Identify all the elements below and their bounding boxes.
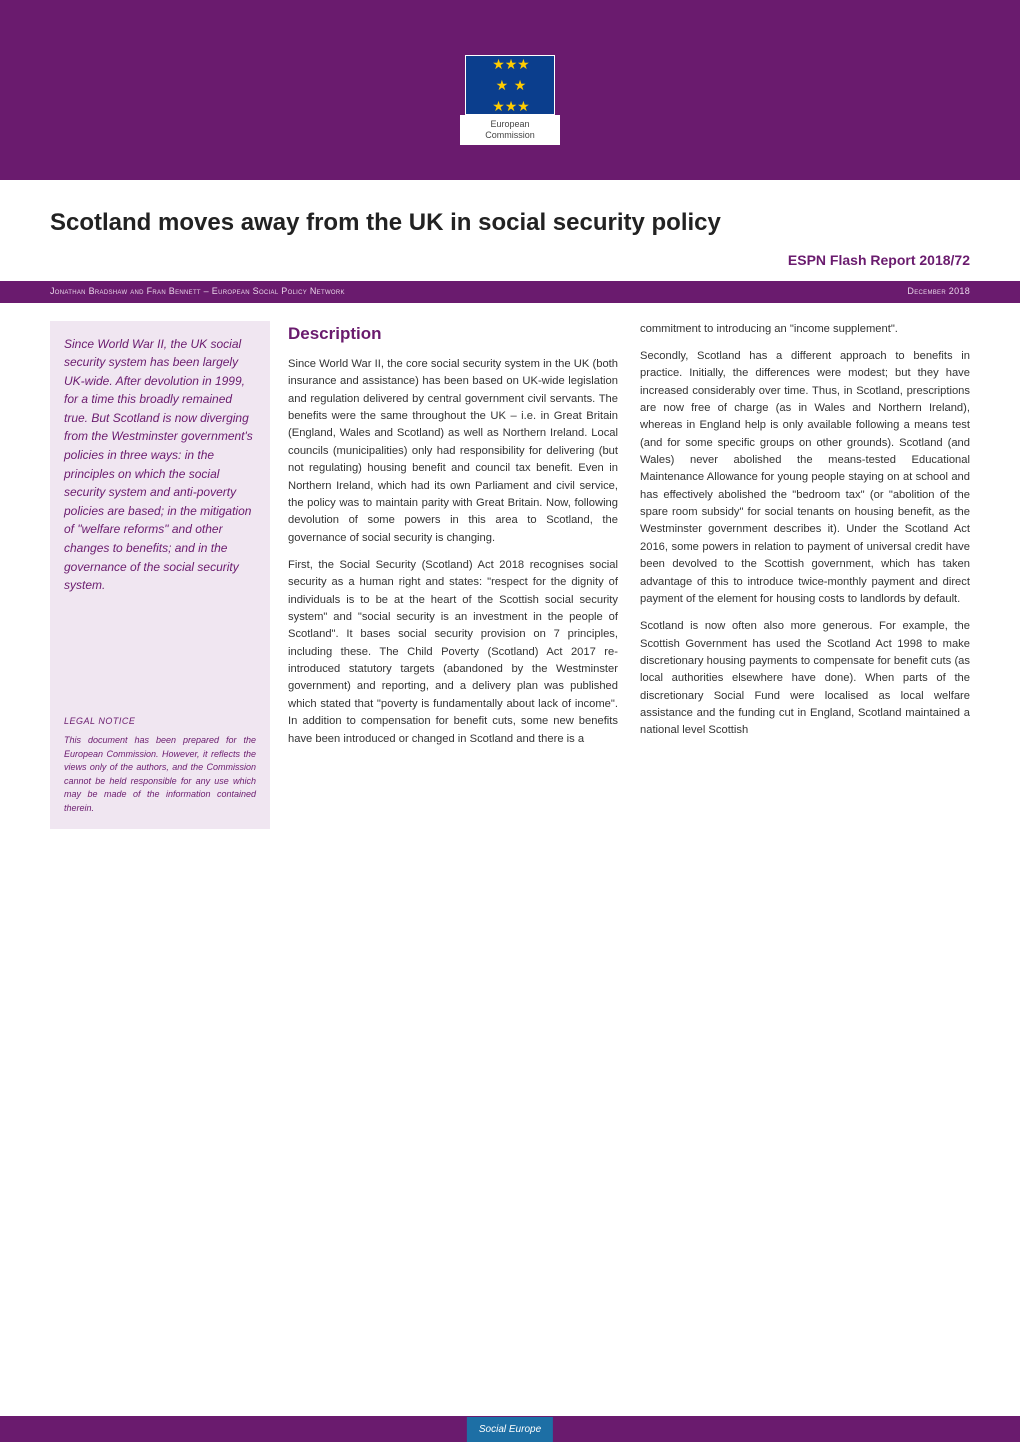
content-area: Since World War II, the UK social securi…: [0, 303, 1020, 842]
date-text: December 2018: [907, 285, 970, 299]
meta-bar: Jonathan Bradshaw and Fran Bennett – Eur…: [0, 281, 1020, 303]
subtitle-row: ESPN Flash Report 2018/72: [0, 244, 1020, 281]
section-heading: Description: [288, 321, 618, 347]
eu-label-line1: European: [490, 119, 529, 129]
page-title: Scotland moves away from the UK in socia…: [50, 208, 970, 238]
top-banner: ★ ★ ★★ ★★ ★ ★ European Commission: [0, 0, 1020, 180]
summary-text: Since World War II, the UK social securi…: [64, 335, 256, 595]
eu-flag-icon: ★ ★ ★★ ★★ ★ ★: [465, 55, 555, 115]
sidebar: Since World War II, the UK social securi…: [50, 321, 270, 830]
eu-commission-label: European Commission: [460, 115, 560, 145]
authors-text: Jonathan Bradshaw and Fran Bennett – Eur…: [50, 285, 345, 299]
body-paragraph: Secondly, Scotland has a different appro…: [640, 348, 970, 608]
body-paragraph: First, the Social Security (Scotland) Ac…: [288, 557, 618, 748]
body-paragraph: commitment to introducing an "income sup…: [640, 321, 970, 338]
eu-stars-icon: ★ ★ ★★ ★★ ★ ★: [492, 54, 527, 117]
body-paragraph: Scotland is now often also more generous…: [640, 618, 970, 740]
eu-commission-logo: ★ ★ ★★ ★★ ★ ★ European Commission: [460, 55, 560, 145]
title-block: Scotland moves away from the UK in socia…: [0, 180, 1020, 244]
report-subtitle: ESPN Flash Report 2018/72: [788, 252, 970, 268]
body-paragraph: Since World War II, the core social secu…: [288, 356, 618, 547]
legal-notice-heading: LEGAL NOTICE: [64, 715, 256, 729]
footer-tag: Social Europe: [467, 1417, 553, 1442]
eu-label-line2: Commission: [485, 130, 535, 140]
legal-notice-body: This document has been prepared for the …: [64, 734, 256, 815]
main-columns: Description Since World War II, the core…: [288, 321, 970, 830]
